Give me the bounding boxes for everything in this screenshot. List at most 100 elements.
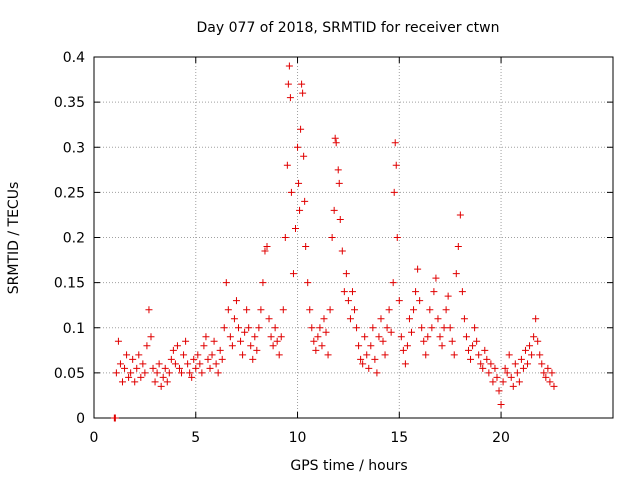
- data-point: [237, 337, 245, 345]
- data-point: [192, 364, 200, 372]
- data-point: [210, 337, 218, 345]
- data-point: [112, 369, 120, 377]
- data-point: [361, 333, 369, 341]
- data-point: [314, 333, 322, 341]
- data-point: [153, 369, 161, 377]
- data-point: [446, 324, 454, 332]
- data-point: [438, 342, 446, 350]
- data-point: [383, 324, 391, 332]
- data-point: [300, 152, 308, 160]
- data-point: [397, 333, 405, 341]
- data-point: [301, 197, 309, 205]
- data-point: [434, 315, 442, 323]
- data-point: [190, 355, 198, 363]
- data-point: [298, 80, 306, 88]
- data-point: [395, 297, 403, 305]
- data-point: [420, 337, 428, 345]
- data-point: [157, 382, 165, 390]
- y-tick-label: 0.25: [54, 185, 85, 201]
- data-point: [336, 215, 344, 223]
- data-point: [316, 324, 324, 332]
- data-point: [212, 360, 220, 368]
- data-point: [432, 274, 440, 282]
- data-point: [464, 346, 472, 354]
- data-point: [143, 342, 151, 350]
- data-point: [532, 315, 540, 323]
- data-point: [505, 351, 513, 359]
- data-point: [249, 355, 257, 363]
- data-point: [188, 373, 196, 381]
- data-point: [180, 351, 188, 359]
- data-point: [359, 360, 367, 368]
- data-point: [542, 373, 550, 381]
- data-point: [408, 328, 416, 336]
- y-axis-label: SRMTID / TECUs: [6, 182, 22, 295]
- data-point: [538, 360, 546, 368]
- grid-lines: [94, 57, 613, 418]
- x-axis-label: GPS time / hours: [290, 458, 407, 474]
- data-point: [182, 337, 190, 345]
- data-point: [291, 224, 299, 232]
- data-point: [373, 369, 381, 377]
- data-point: [499, 378, 507, 386]
- data-point: [289, 270, 297, 278]
- data-point: [131, 378, 139, 386]
- data-point: [147, 333, 155, 341]
- data-point: [161, 364, 169, 372]
- data-point: [515, 378, 523, 386]
- data-point: [534, 337, 542, 345]
- data-point: [412, 288, 420, 296]
- data-point: [287, 188, 295, 196]
- y-tick-label: 0.35: [54, 95, 85, 111]
- data-point: [521, 346, 529, 354]
- data-point: [436, 333, 444, 341]
- data-point: [326, 306, 334, 314]
- data-point: [544, 364, 552, 372]
- y-tick-label: 0.4: [63, 50, 85, 66]
- data-point: [220, 324, 228, 332]
- data-point: [328, 234, 336, 241]
- data-point: [424, 333, 432, 341]
- data-point: [232, 297, 240, 305]
- data-point: [550, 382, 558, 390]
- data-point: [226, 333, 234, 341]
- data-point: [483, 355, 491, 363]
- data-point: [418, 324, 426, 332]
- y-tick-label: 0.05: [54, 366, 85, 382]
- data-point: [129, 355, 137, 363]
- y-axis-ticks: 0 0.05 0.1 0.15 0.2 0.25 0.3 0.35 0.4: [54, 50, 613, 427]
- data-point: [330, 206, 338, 214]
- data-point: [519, 364, 527, 372]
- data-point: [159, 373, 167, 381]
- data-point: [348, 288, 356, 296]
- data-point: [473, 337, 481, 345]
- data-point: [269, 342, 277, 350]
- data-point: [235, 324, 243, 332]
- data-point: [410, 306, 418, 314]
- chart-title: Day 077 of 2018, SRMTID for receiver ctw…: [197, 20, 500, 36]
- data-point: [297, 125, 305, 133]
- data-point: [116, 360, 124, 368]
- data-point: [155, 360, 163, 368]
- data-point: [137, 373, 145, 381]
- data-point: [369, 324, 377, 332]
- data-point: [133, 364, 141, 372]
- data-point: [198, 369, 206, 377]
- data-point: [194, 351, 202, 359]
- data-point: [127, 369, 135, 377]
- data-point: [497, 400, 505, 408]
- data-point: [487, 360, 495, 368]
- data-point: [163, 378, 171, 386]
- data-point: [540, 369, 548, 377]
- data-point: [414, 265, 422, 273]
- data-point: [422, 351, 430, 359]
- data-point: [357, 355, 365, 363]
- data-point: [222, 279, 230, 287]
- data-point: [277, 333, 285, 341]
- data-point: [393, 234, 401, 241]
- data-point: [385, 306, 393, 314]
- data-point: [475, 351, 483, 359]
- data-point: [284, 80, 292, 88]
- data-point: [257, 306, 265, 314]
- data-points: [110, 62, 558, 422]
